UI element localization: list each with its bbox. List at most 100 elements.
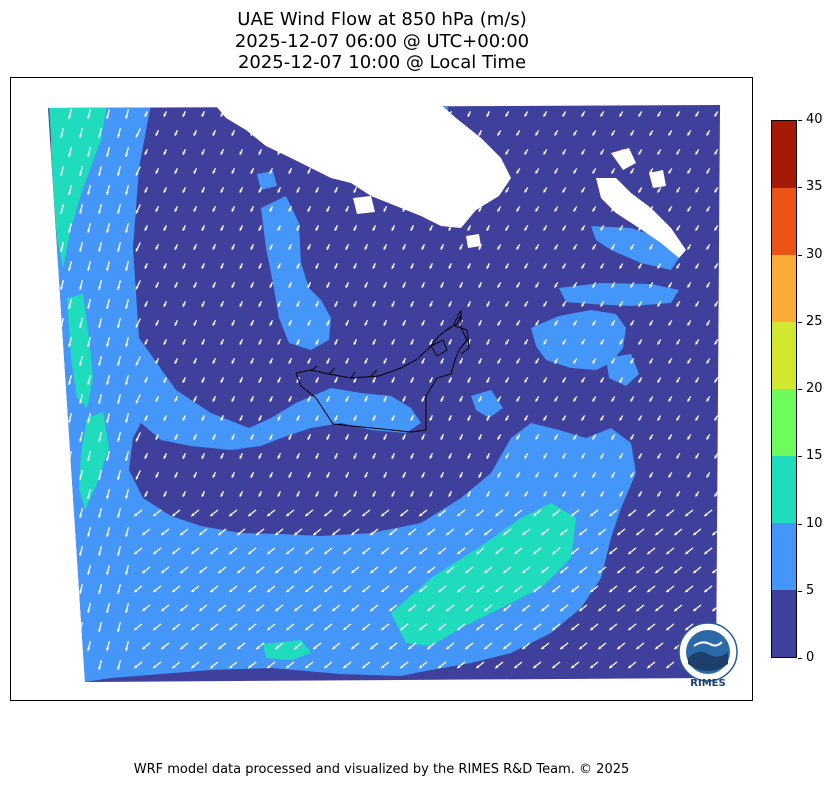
wind-arrow bbox=[399, 585, 409, 593]
wind-arrow bbox=[649, 358, 654, 364]
wind-arrow bbox=[250, 282, 255, 288]
wind-arrow bbox=[269, 130, 274, 136]
wind-arrow bbox=[562, 377, 567, 383]
wind-arrow bbox=[163, 453, 168, 459]
map-title-line-3: 2025-12-07 10:00 @ Local Time bbox=[237, 52, 527, 73]
wind-arrow bbox=[467, 111, 472, 117]
wind-arrow bbox=[193, 396, 198, 402]
wind-arrow bbox=[570, 509, 580, 517]
wind-arrow bbox=[524, 415, 529, 421]
wind-arrow bbox=[592, 282, 597, 288]
wind-arrow bbox=[657, 415, 662, 421]
wind-arrow bbox=[573, 320, 578, 326]
wind-arrow bbox=[388, 642, 398, 650]
wind-arrow bbox=[456, 585, 466, 593]
wind-arrow bbox=[600, 149, 605, 155]
wind-arrow bbox=[684, 509, 694, 517]
wind-arrow bbox=[695, 415, 700, 421]
wind-arrow bbox=[269, 472, 274, 478]
wind-arrow bbox=[334, 263, 339, 269]
wind-arrow bbox=[486, 453, 491, 459]
wind-arrow bbox=[532, 547, 542, 555]
wind-arrow bbox=[521, 528, 531, 536]
wind-arrow bbox=[573, 358, 578, 364]
wind-arrow bbox=[497, 130, 502, 136]
wind-arrow bbox=[573, 130, 578, 136]
wind-arrow bbox=[258, 111, 263, 117]
wind-arrow bbox=[342, 547, 352, 555]
wind-arrow bbox=[578, 604, 588, 612]
wind-arrow bbox=[592, 358, 597, 364]
wind-arrow bbox=[657, 149, 662, 155]
wind-arrow bbox=[475, 547, 485, 555]
wind-arrow bbox=[212, 168, 217, 174]
wind-arrow bbox=[502, 566, 512, 574]
wind-arrow bbox=[68, 488, 73, 500]
colorbar-tick-mark bbox=[798, 254, 802, 256]
wind-arrow bbox=[198, 528, 208, 536]
colorbar-tick-mark bbox=[798, 590, 802, 592]
wind-arrow bbox=[326, 168, 331, 174]
wind-arrow bbox=[524, 263, 529, 269]
wind-arrow bbox=[285, 661, 295, 669]
wind-arrow bbox=[163, 301, 168, 307]
wind-arrow bbox=[323, 661, 333, 669]
wind-arrow bbox=[274, 642, 284, 650]
wind-arrow bbox=[540, 642, 550, 650]
wind-arrow bbox=[573, 282, 578, 288]
wind-arrow bbox=[334, 453, 339, 459]
wind-arrow bbox=[117, 659, 122, 671]
wind-arrow bbox=[250, 130, 255, 136]
wind-arrow bbox=[212, 472, 217, 478]
wind-arrow bbox=[467, 453, 472, 459]
wind-arrow bbox=[155, 130, 160, 136]
wind-arrow bbox=[106, 412, 111, 424]
wind-arrow bbox=[627, 509, 637, 517]
wind-arrow bbox=[608, 661, 618, 669]
wind-arrow bbox=[440, 244, 445, 250]
colorbar-tick-label: 40 bbox=[806, 112, 823, 127]
wind-arrow bbox=[231, 472, 236, 478]
wind-arrow bbox=[372, 491, 377, 497]
wind-arrow bbox=[627, 623, 637, 631]
wind-arrow bbox=[505, 149, 510, 155]
wind-arrow bbox=[483, 642, 493, 650]
wind-arrow bbox=[497, 282, 502, 288]
wind-arrow bbox=[464, 566, 474, 574]
wind-arrow bbox=[201, 415, 206, 421]
wind-arrow bbox=[407, 642, 417, 650]
wind-arrow bbox=[353, 225, 358, 231]
wind-arrow bbox=[334, 111, 339, 117]
wind-arrow bbox=[554, 396, 559, 402]
wind-arrow bbox=[135, 394, 141, 404]
wind-arrow bbox=[437, 547, 447, 555]
colorbar-tick-label: 20 bbox=[806, 381, 823, 396]
wind-arrow bbox=[296, 339, 301, 345]
wind-arrow bbox=[540, 604, 550, 612]
wind-arrow bbox=[285, 547, 295, 555]
wind-arrow bbox=[592, 320, 597, 326]
wind-arrow bbox=[410, 491, 415, 497]
wind-arrow bbox=[220, 453, 225, 459]
wind-arrow bbox=[174, 358, 179, 364]
wind-arrow bbox=[293, 604, 303, 612]
wind-arrow bbox=[611, 206, 616, 212]
wind-arrow bbox=[258, 453, 263, 459]
wind-arrow bbox=[307, 472, 312, 478]
wind-arrow bbox=[581, 301, 586, 307]
wind-arrow bbox=[372, 263, 377, 269]
wind-arrow bbox=[79, 165, 84, 177]
wind-arrow bbox=[98, 203, 103, 215]
wind-arrow bbox=[554, 320, 559, 326]
wind-arrow bbox=[250, 434, 255, 440]
colorbar-tick-mark bbox=[798, 456, 802, 458]
wind-arrow bbox=[288, 282, 293, 288]
wind-arrow bbox=[342, 509, 352, 517]
wind-arrow bbox=[68, 260, 73, 272]
wind-arrow bbox=[638, 301, 643, 307]
wind-arrow bbox=[353, 111, 358, 117]
wind-arrow bbox=[193, 282, 198, 288]
wind-arrow bbox=[630, 244, 635, 250]
wind-arrow bbox=[418, 509, 428, 517]
wind-arrow bbox=[98, 241, 103, 253]
